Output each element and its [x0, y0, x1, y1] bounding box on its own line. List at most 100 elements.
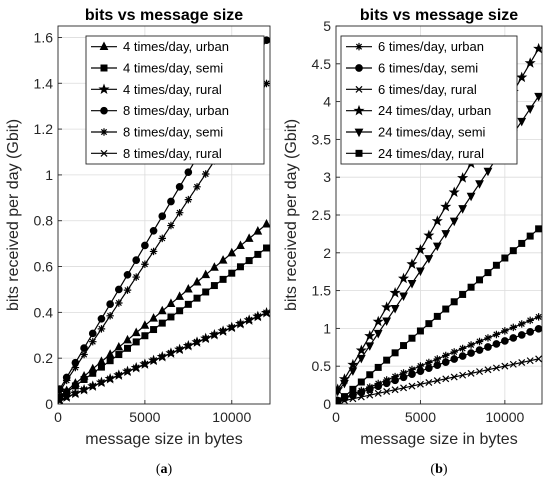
- data-point: [457, 172, 469, 183]
- data-point: [492, 261, 500, 269]
- data-point: [399, 373, 408, 382]
- data-point: [484, 366, 492, 374]
- data-point: [459, 290, 467, 298]
- data-point: [227, 247, 237, 257]
- y-tick-label: 0.4: [34, 304, 54, 320]
- legend-marker: [99, 41, 109, 50]
- data-point: [423, 229, 435, 241]
- data-point: [433, 377, 441, 385]
- y-tick-label: 0.5: [312, 358, 332, 374]
- data-point: [501, 254, 509, 262]
- data-point: [416, 267, 425, 277]
- legend-marker: [355, 64, 363, 72]
- data-point: [184, 195, 193, 204]
- data-point: [140, 320, 150, 329]
- y-tick-label: 0: [45, 396, 53, 412]
- data-point: [355, 344, 367, 356]
- data-point: [202, 288, 210, 296]
- y-tick-label: 1.2: [34, 121, 54, 137]
- data-point: [62, 376, 71, 385]
- data-point: [390, 304, 400, 314]
- data-point: [466, 192, 476, 202]
- data-point: [416, 380, 424, 388]
- data-point: [433, 355, 442, 363]
- data-point: [450, 355, 459, 363]
- data-point: [356, 354, 366, 364]
- data-point: [80, 375, 88, 383]
- data-point: [124, 344, 131, 352]
- data-point: [525, 105, 535, 114]
- data-point: [441, 230, 451, 239]
- data-point: [106, 375, 114, 383]
- data-point: [374, 363, 382, 371]
- data-point: [132, 273, 140, 281]
- data-point: [348, 367, 358, 376]
- data-point: [366, 371, 374, 379]
- legend-marker: [100, 128, 108, 136]
- data-point: [389, 287, 401, 298]
- data-point: [509, 323, 518, 332]
- data-point: [114, 285, 123, 294]
- data-point: [442, 351, 450, 360]
- data-point: [340, 379, 349, 389]
- data-point: [450, 348, 458, 356]
- data-point: [97, 363, 105, 371]
- data-point: [357, 388, 366, 397]
- chart-title: bits vs message size: [360, 7, 518, 24]
- data-point: [150, 326, 158, 334]
- y-tick-label: 1: [323, 320, 331, 336]
- legend-label: 4 times/day, urban: [123, 39, 229, 54]
- data-point: [158, 319, 166, 327]
- x-tick-label: 5000: [129, 409, 160, 425]
- data-point: [476, 276, 484, 284]
- data-point: [340, 393, 348, 401]
- y-tick-label: 0.8: [34, 213, 54, 229]
- panel-a: 0 5000 10000 0 0.2 0.4 0.6 0.8 1 1.2 1.4 1.6 bits vs…: [5, 7, 271, 477]
- data-point: [518, 359, 526, 366]
- data-point: [245, 316, 253, 324]
- data-point: [132, 256, 141, 264]
- data-point: [228, 323, 236, 331]
- data-point: [373, 329, 383, 339]
- data-point: [158, 234, 166, 243]
- data-point: [349, 391, 357, 400]
- legend-item: 24 times/day, rural: [346, 146, 484, 161]
- data-point: [484, 269, 492, 277]
- data-point: [374, 382, 383, 391]
- data-point: [58, 396, 64, 404]
- data-point: [483, 167, 493, 177]
- data-point: [406, 258, 418, 269]
- data-point: [184, 168, 193, 176]
- data-point: [416, 362, 425, 370]
- data-point: [382, 379, 391, 388]
- y-axis-label: bits received per day (Gbit): [283, 119, 300, 311]
- legend-label: 4 times/day, rural: [123, 82, 222, 97]
- x-tick-label: 10000: [485, 409, 524, 425]
- data-point: [441, 358, 450, 366]
- data-point: [526, 328, 535, 336]
- data-point: [123, 270, 132, 279]
- legend-marker: [355, 149, 363, 157]
- legend-marker: [100, 64, 108, 72]
- data-point: [141, 332, 149, 340]
- data-point: [192, 276, 202, 286]
- data-point: [106, 357, 114, 365]
- data-point: [175, 208, 184, 217]
- data-point: [382, 317, 392, 326]
- data-point: [365, 385, 374, 394]
- data-point: [167, 313, 175, 321]
- data-point: [383, 356, 391, 364]
- data-point: [263, 244, 270, 252]
- data-point: [106, 312, 114, 320]
- data-point: [475, 346, 484, 354]
- data-point: [58, 387, 64, 396]
- data-point: [364, 330, 376, 341]
- data-point: [383, 388, 391, 396]
- data-point: [372, 315, 384, 327]
- data-point: [141, 241, 149, 250]
- legend-marker: [355, 85, 363, 93]
- data-point: [517, 331, 526, 339]
- data-point: [458, 352, 467, 360]
- data-point: [416, 367, 425, 376]
